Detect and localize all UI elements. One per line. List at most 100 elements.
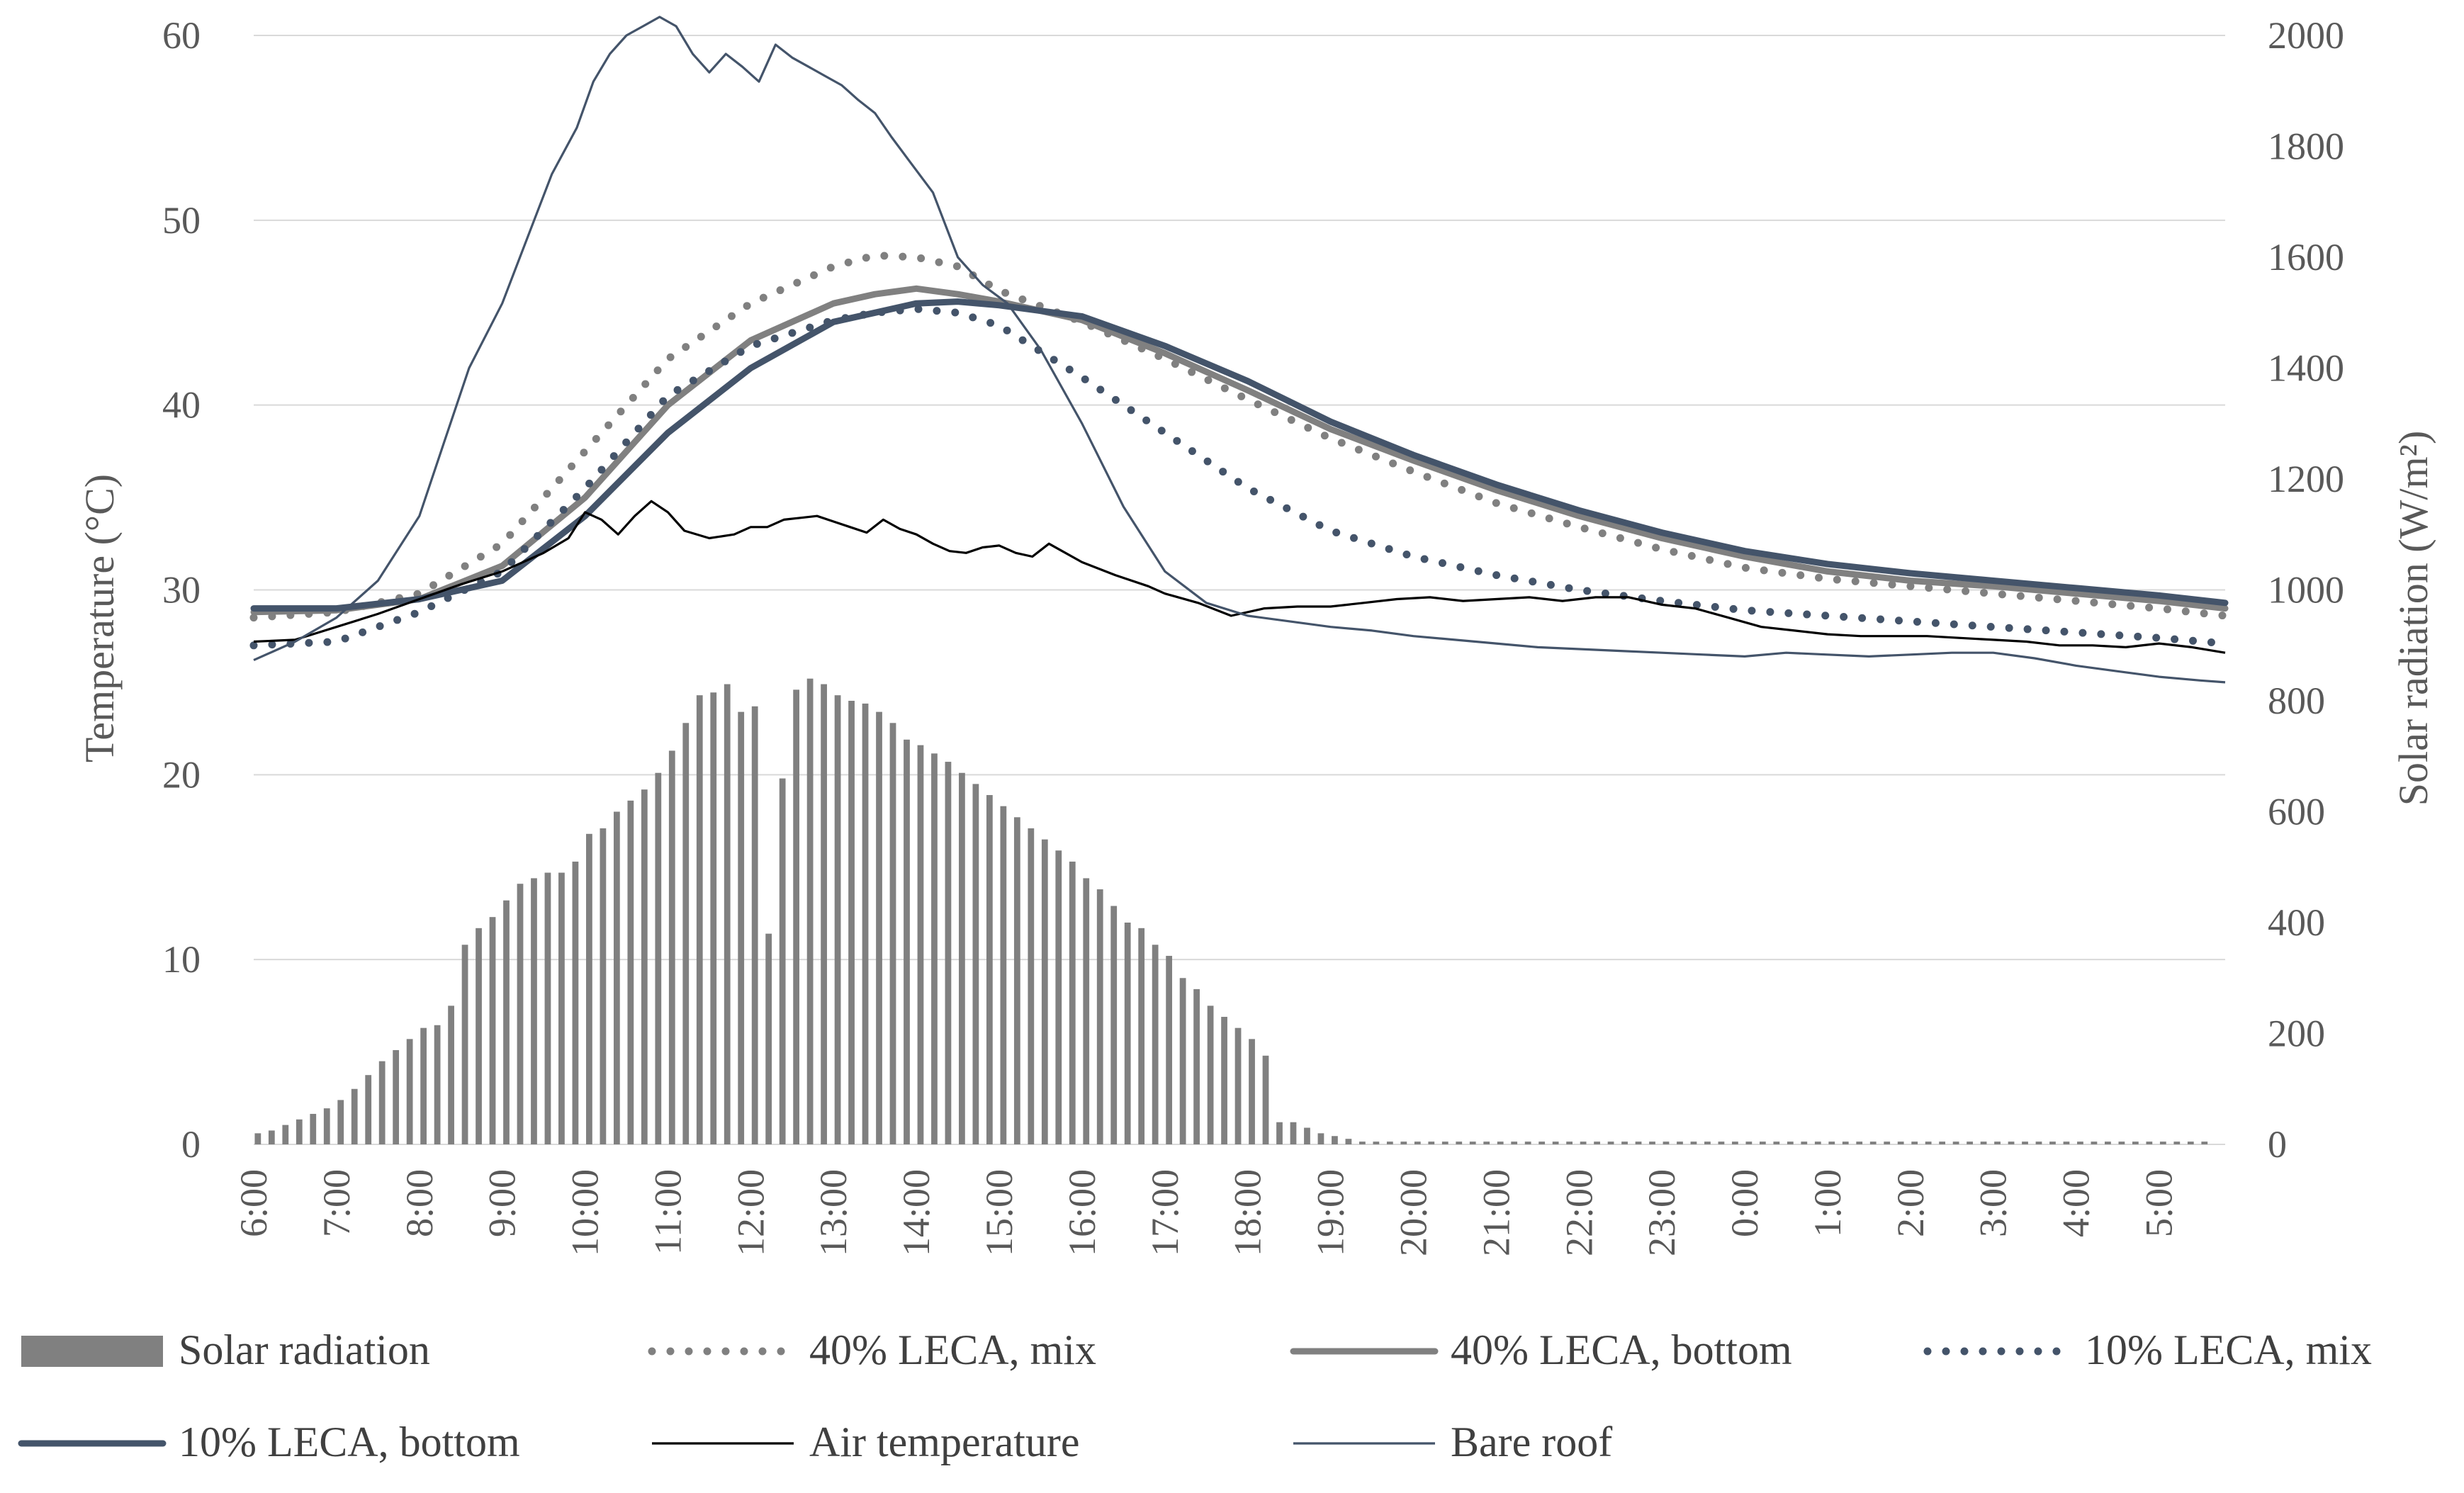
solar-bar <box>1773 1142 1780 1144</box>
solar-bar <box>613 811 620 1144</box>
solar-bar <box>1745 1142 1753 1144</box>
solar-bar <box>2159 1142 2166 1144</box>
x-tick-13:00: 13:00 <box>812 1169 855 1256</box>
solar-bar <box>1607 1142 1614 1144</box>
x-tick-3:00: 3:00 <box>1972 1169 2015 1237</box>
solar-bar <box>1856 1142 1863 1144</box>
solar-bar <box>655 772 662 1144</box>
solar-bar <box>2146 1142 2153 1144</box>
solar-bar <box>738 711 745 1144</box>
x-tick-18:00: 18:00 <box>1227 1169 1269 1256</box>
solar-bar <box>2132 1142 2139 1144</box>
left-tick-50: 50 <box>162 199 201 242</box>
solar-bar <box>1497 1142 1504 1144</box>
solar-bar <box>1483 1142 1490 1144</box>
x-tick-11:00: 11:00 <box>646 1169 689 1255</box>
solar-bar <box>420 1027 427 1144</box>
solar-bar <box>476 928 482 1144</box>
solar-bar <box>2105 1142 2111 1144</box>
solar-bar <box>1980 1142 1987 1144</box>
x-tick-14:00: 14:00 <box>895 1169 938 1256</box>
solar-bar <box>296 1119 303 1144</box>
solar-bar <box>1041 839 1048 1144</box>
solar-bar <box>931 753 938 1144</box>
right-tick-400: 400 <box>2268 901 2325 944</box>
legend-item-10-leca-bottom: 10% LECA, bottom <box>18 1419 520 1465</box>
right-tick-1800: 1800 <box>2268 125 2344 168</box>
gridlines <box>254 35 2225 1145</box>
solar-bar <box>393 1049 400 1144</box>
solar-bar <box>461 945 468 1144</box>
solar-bar <box>572 861 579 1144</box>
x-tick-6:00: 6:00 <box>232 1169 275 1237</box>
x-tick-12:00: 12:00 <box>729 1169 772 1256</box>
solar-bar <box>696 695 703 1144</box>
solar-bar <box>1193 988 1200 1144</box>
right-axis-title: Solar radiation (W/m²) <box>2390 431 2436 806</box>
solar-bar <box>1234 1027 1242 1144</box>
solar-bar <box>806 678 814 1144</box>
solar-bar <box>668 750 675 1144</box>
solar-bar <box>1441 1142 1448 1144</box>
solar-bar <box>310 1113 317 1144</box>
series-air-temperature <box>253 500 2226 654</box>
x-tick-20:00: 20:00 <box>1392 1169 1434 1256</box>
solar-bar <box>1138 928 1145 1144</box>
solar-bar <box>1939 1142 1946 1144</box>
solar-bar <box>1566 1142 1573 1144</box>
solar-bar <box>337 1100 344 1144</box>
solar-bar <box>1207 1005 1214 1144</box>
right-tick-600: 600 <box>2268 791 2325 833</box>
solar-bar <box>1994 1142 2001 1144</box>
solar-bar <box>268 1130 275 1144</box>
solar-bar <box>1276 1122 1283 1144</box>
solar-bar <box>1718 1142 1725 1144</box>
solar-bar <box>1290 1122 1297 1144</box>
solar-bar <box>1801 1142 1808 1144</box>
solar-bar <box>1663 1142 1670 1144</box>
solar-bar <box>917 745 924 1144</box>
solar-bar <box>1967 1142 1973 1144</box>
solar-bar <box>1469 1142 1476 1144</box>
legend-label: 40% LECA, mix <box>809 1326 1096 1373</box>
solar-bar <box>724 684 731 1144</box>
legend-item-40-leca-mix: 40% LECA, mix <box>648 1326 1096 1373</box>
solar-bar <box>1511 1142 1518 1144</box>
legend-label: Bare roof <box>1451 1419 1612 1465</box>
series-bare-roof <box>253 16 2226 684</box>
solar-bar <box>1869 1142 1877 1144</box>
right-tick-0: 0 <box>2268 1123 2287 1166</box>
left-tick-20: 20 <box>162 753 201 796</box>
solar-bar <box>1552 1142 1559 1144</box>
solar-bar <box>1304 1127 1310 1144</box>
solar-radiation-bars <box>254 678 2208 1144</box>
solar-bar <box>2118 1142 2125 1144</box>
solar-bar <box>1897 1142 1904 1144</box>
solar-bar <box>1249 1039 1255 1144</box>
solar-bar <box>2173 1142 2181 1144</box>
solar-bar <box>1580 1142 1587 1144</box>
right-tick-200: 200 <box>2268 1013 2325 1055</box>
solar-bar <box>710 692 717 1144</box>
solar-bar <box>682 723 690 1144</box>
x-tick-2:00: 2:00 <box>1889 1169 1932 1237</box>
solar-bar <box>2035 1142 2042 1144</box>
solar-bar <box>1166 955 1173 1144</box>
right-tick-1000: 1000 <box>2268 569 2344 612</box>
x-tick-22:00: 22:00 <box>1558 1169 1600 1256</box>
solar-bar <box>1952 1142 1959 1144</box>
solar-bar <box>959 772 965 1144</box>
solar-bar <box>641 789 648 1144</box>
solar-bar <box>531 878 537 1144</box>
solar-bar <box>1332 1136 1338 1144</box>
temperature-lines <box>249 16 2229 684</box>
series-40-leca-mix <box>249 251 2229 622</box>
right-tick-1400: 1400 <box>2268 347 2344 390</box>
legend: Solar radiation 40% LECA, mix 40% LECA, bo… <box>18 1326 2372 1465</box>
solar-bar <box>1925 1142 1932 1144</box>
x-tick-15:00: 15:00 <box>978 1169 1020 1256</box>
solar-bar <box>889 723 896 1144</box>
solar-bar <box>586 833 592 1144</box>
solar-bar <box>600 828 607 1144</box>
legend-label: 10% LECA, mix <box>2085 1326 2372 1373</box>
